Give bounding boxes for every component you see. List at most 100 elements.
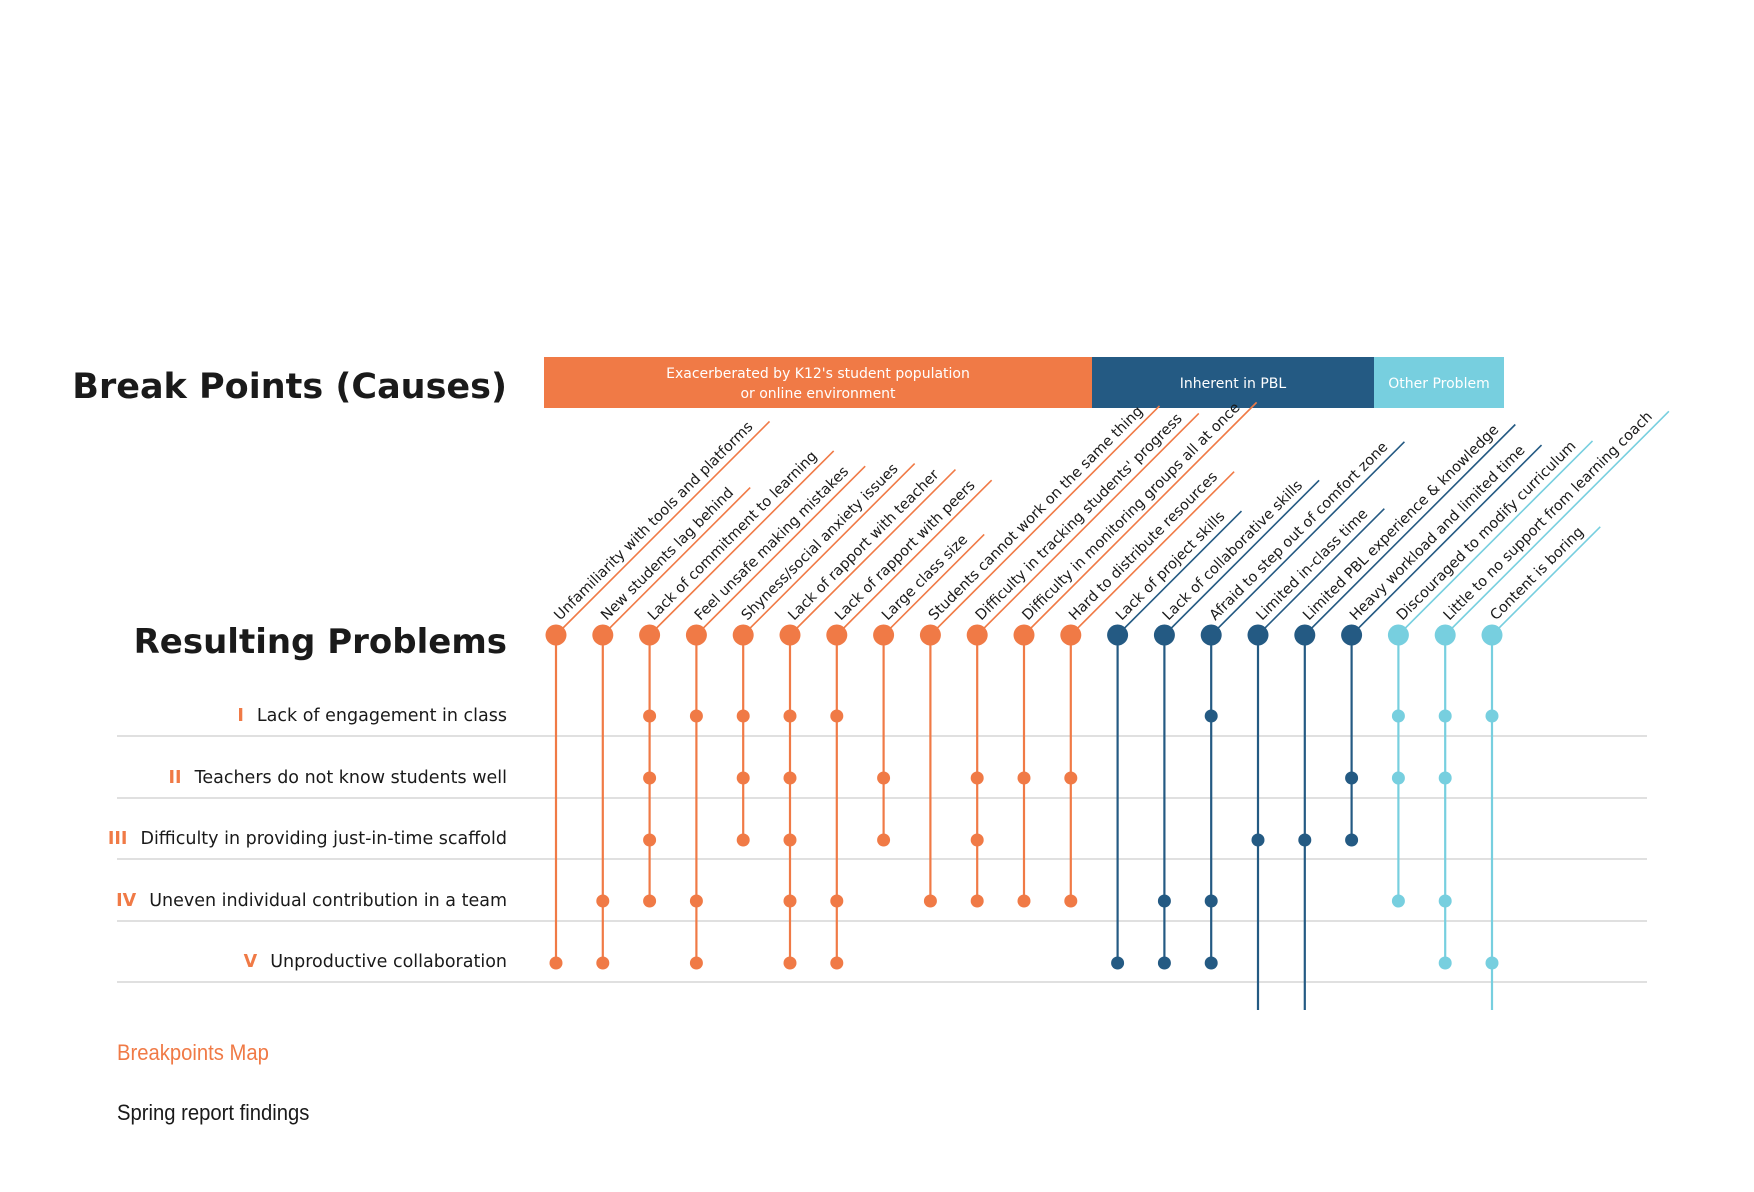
cause-label-underline (1397, 440, 1594, 636)
svg-text:IV Uneven individual c: IV Uneven individual contribution in a t… (116, 891, 507, 911)
category-label-orange-line1: Exacerberated by K12's student populatio… (666, 366, 970, 382)
problem-dot (596, 894, 610, 908)
caption-subtitle: Spring report findings (117, 1100, 310, 1125)
cause-node (1200, 624, 1222, 646)
problem-number: I (237, 706, 244, 726)
problem-dot (1391, 709, 1405, 723)
problem-dot (1111, 956, 1125, 970)
problem-dot (1017, 894, 1031, 908)
cause-node (545, 624, 567, 646)
problem-dot (1391, 894, 1405, 908)
problem-dot (643, 833, 657, 847)
problem-dot (1345, 833, 1359, 847)
problem-dot (830, 956, 844, 970)
caption-title: Breakpoints Map (117, 1040, 269, 1065)
cause-label-underline (1444, 410, 1670, 636)
problem-label: Unproductive collaboration (270, 952, 507, 972)
category-label-light: Other Problem (1388, 376, 1489, 392)
cause-label-underline (1491, 526, 1601, 636)
break-points-title: Break Points (Causes) (72, 367, 507, 407)
problem-dot (783, 956, 797, 970)
category-label-navy: Inherent in PBL (1180, 376, 1287, 392)
cause-label-underline (1163, 479, 1320, 636)
cause-label-underline (789, 468, 957, 636)
problem-dot (1438, 956, 1452, 970)
cause-node (1247, 624, 1269, 646)
cause-label-underline (695, 465, 866, 636)
cause-column: Content is boring (1481, 524, 1601, 1010)
cause-label: Content is boring (1488, 524, 1588, 624)
problem-dot (1391, 771, 1405, 785)
problem-dot (736, 833, 750, 847)
cause-label-underline (1351, 444, 1543, 636)
problem-dot (783, 894, 797, 908)
cause-label-underline (742, 462, 916, 636)
problem-dot (1298, 833, 1312, 847)
problem-dot (1157, 956, 1171, 970)
cause-node (1434, 624, 1456, 646)
cause-label-underline (1257, 508, 1385, 636)
problem-dot (830, 894, 844, 908)
cause-node (592, 624, 614, 646)
cause-label-underline (1117, 510, 1243, 636)
problem-dot (549, 956, 563, 970)
problem-dot (596, 956, 610, 970)
svg-text:III Difficulty in prov: III Difficulty in providing just-in-time… (108, 829, 507, 849)
problem-dot (970, 771, 984, 785)
cause-node (826, 624, 848, 646)
cause-node (732, 624, 754, 646)
cause-label-underline (555, 420, 771, 636)
problem-dot (970, 894, 984, 908)
problem-dot (1204, 709, 1218, 723)
problem-dot (783, 709, 797, 723)
cause-label-underline (976, 412, 1200, 636)
problem-dot (1438, 709, 1452, 723)
cause-label-underline (1070, 471, 1235, 636)
svg-text:I Lack of engagement i: I Lack of engagement in class (237, 706, 507, 726)
cause-node (1060, 624, 1082, 646)
problem-dot (1251, 833, 1265, 847)
problem-row-1: I Lack of engagement in class (117, 706, 1647, 737)
cause-node (639, 624, 661, 646)
problem-dot (783, 771, 797, 785)
problem-number: III (108, 829, 128, 849)
problem-dot (877, 833, 891, 847)
problem-dot (736, 709, 750, 723)
cause-label-underline (1210, 441, 1405, 636)
problem-label: Difficulty in providing just-in-time sca… (140, 829, 507, 849)
problem-dot (830, 709, 844, 723)
cause-node (966, 624, 988, 646)
cause-node (685, 624, 707, 646)
cause-node (1107, 624, 1129, 646)
cause-label-underline (836, 479, 993, 636)
cause-node (1013, 624, 1035, 646)
problem-dot (1157, 894, 1171, 908)
cause-columns: Unfamiliarity with tools and platformsNe… (545, 400, 1670, 1010)
problem-dot (1064, 894, 1078, 908)
cause-node (919, 624, 941, 646)
problem-dot (923, 894, 937, 908)
category-bar-navy (1092, 357, 1374, 408)
problem-dot (1204, 894, 1218, 908)
cause-node (1481, 624, 1503, 646)
category-bar-orange (544, 357, 1092, 408)
problem-dot (689, 956, 703, 970)
category-bar-light (1374, 357, 1504, 408)
problem-dot (970, 833, 984, 847)
problem-label: Teachers do not know students well (194, 768, 507, 788)
problem-row-4: IV Uneven individual contribution in a t… (116, 891, 1647, 922)
cause-label-underline (602, 487, 751, 636)
problem-dot (1017, 771, 1031, 785)
category-label-orange-line2: or online environment (740, 386, 896, 402)
cause-node (1387, 624, 1409, 646)
cause-label-underline (1304, 423, 1516, 636)
problem-dot (1345, 771, 1359, 785)
svg-text:V Unproductive collabo: V Unproductive collaboration (244, 952, 507, 972)
problem-dot (877, 771, 891, 785)
problem-dot (1485, 709, 1499, 723)
cause-node (1341, 624, 1363, 646)
svg-text:II Teachers do not kno: II Teachers do not know students well (169, 768, 507, 788)
problem-dot (1204, 956, 1218, 970)
problem-row-2: II Teachers do not know students well (117, 768, 1647, 799)
category-header: Exacerberated by K12's student populatio… (544, 357, 1504, 408)
